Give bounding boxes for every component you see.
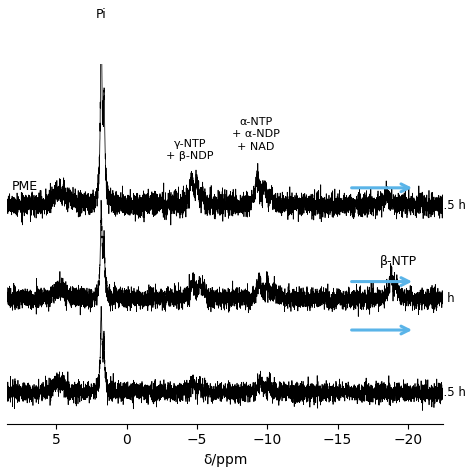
Text: PME: PME (12, 180, 38, 192)
Text: 1.5 h: 1.5 h (436, 386, 466, 399)
Text: β-NTP: β-NTP (380, 255, 417, 267)
Text: γ-NTP
+ β-NDP: γ-NTP + β-NDP (166, 139, 214, 161)
Text: Pi: Pi (96, 8, 107, 21)
Text: α-NTP
+ α-NDP
+ NAD: α-NTP + α-NDP + NAD (232, 117, 280, 152)
X-axis label: δ/ppm: δ/ppm (203, 453, 247, 467)
Text: 3 h: 3 h (436, 292, 455, 305)
Text: 4.5 h: 4.5 h (436, 199, 466, 211)
